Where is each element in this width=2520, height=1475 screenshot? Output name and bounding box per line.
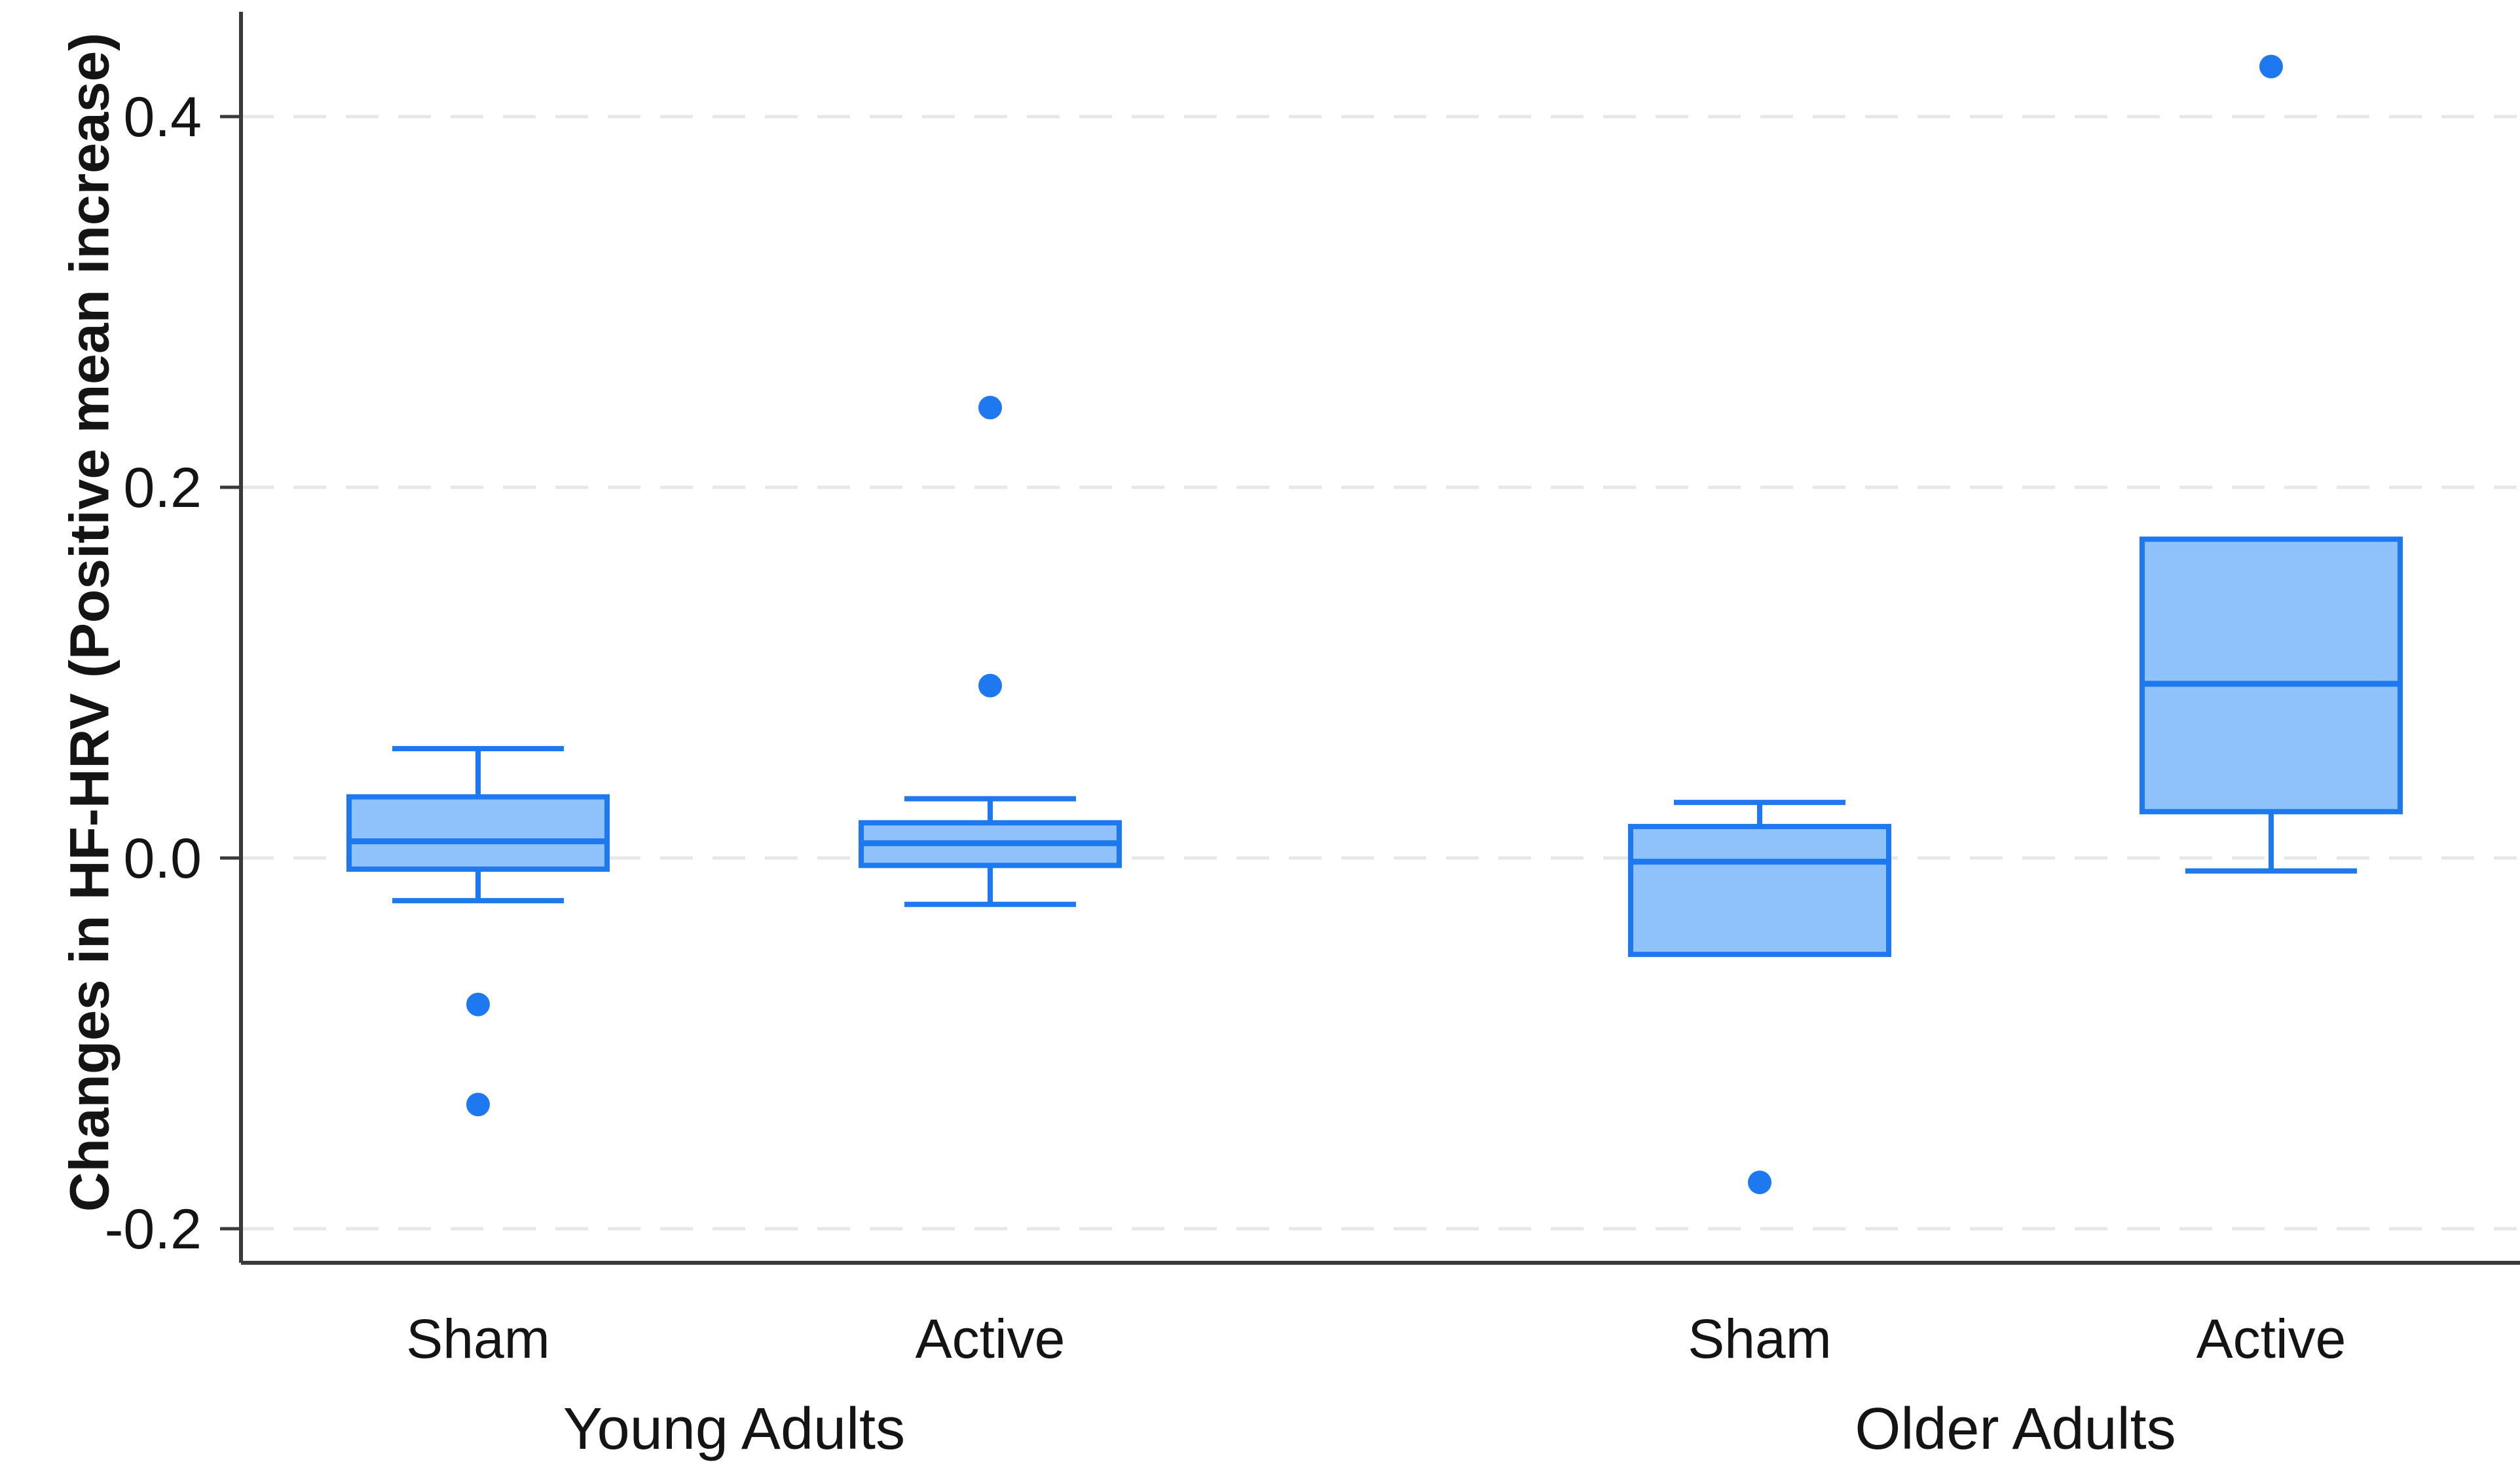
- group-label-older-adults: Older Adults: [1855, 1396, 2176, 1462]
- y-tick-label--0.2: -0.2: [105, 1198, 202, 1261]
- x-category-label-older-adults-active: Active: [2196, 1308, 2346, 1370]
- outlier-point-older-adults-active-0: [2259, 54, 2283, 79]
- x-category-label-young-adults-active: Active: [916, 1308, 1065, 1370]
- outlier-point-young-adults-active-0: [978, 673, 1002, 698]
- y-tick-label-0.2: 0.2: [123, 457, 202, 519]
- outlier-point-older-adults-sham-0: [1748, 1170, 1771, 1195]
- y-tick-label-0: 0.0: [123, 827, 202, 890]
- x-category-label-young-adults-sham: Sham: [406, 1308, 549, 1370]
- y-axis-title: Changes in HF-HRV (Positive mean increas…: [58, 32, 120, 1212]
- x-category-label-older-adults-sham: Sham: [1688, 1308, 1831, 1370]
- y-tick-label-0.4: 0.4: [123, 86, 202, 149]
- box-older-adults-active: [2140, 536, 2403, 815]
- outlier-point-young-adults-sham-0: [466, 992, 490, 1017]
- outlier-point-young-adults-active-1: [978, 396, 1002, 420]
- box-young-adults-sham: [346, 794, 610, 872]
- outlier-point-young-adults-sham-1: [466, 1092, 490, 1117]
- box-older-adults-sham: [1628, 823, 1891, 958]
- group-label-young-adults: Young Adults: [563, 1396, 905, 1462]
